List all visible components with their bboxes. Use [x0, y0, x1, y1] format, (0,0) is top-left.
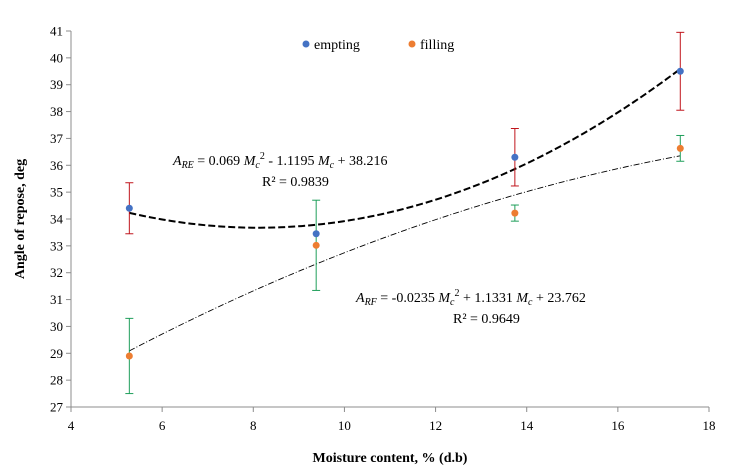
- data-point-empting: [511, 153, 519, 161]
- y-tick-label: 32: [50, 265, 63, 280]
- y-tick-labels: 27 28 29 30 31 32 33 34 35 36 37 38 39 40 41: [50, 24, 71, 415]
- filling-trend-r2: R² = 0.9649: [453, 312, 520, 327]
- x-tick-label: 12: [429, 418, 442, 433]
- trendlines: [129, 68, 681, 352]
- x-axis-title: Moisture content, % (d.b): [313, 451, 468, 466]
- legend: empting filling: [302, 38, 454, 53]
- data-point-filling: [511, 209, 519, 217]
- x-tick-labels: 4 6 8 10 12 14 16 18: [68, 407, 716, 433]
- empting-trend-equation: ARE = 0.069 Mc2 - 1.1195 Mc + 38.216: [172, 151, 388, 171]
- y-tick-label: 28: [50, 373, 63, 388]
- y-tick-label: 39: [50, 77, 63, 92]
- x-tick-label: 14: [520, 418, 534, 433]
- y-tick-label: 37: [50, 131, 64, 146]
- y-tick-label: 27: [50, 400, 64, 415]
- error-bars: [125, 31, 685, 395]
- axes: [70, 31, 709, 408]
- legend-label-filling: filling: [420, 38, 454, 53]
- data-point-empting: [676, 67, 684, 75]
- trendline-filling: [129, 155, 681, 352]
- y-tick-label: 34: [50, 212, 64, 227]
- filling-trend-equation: ARF = -0.0235 Mc2 + 1.1331 Mc + 23.762: [355, 288, 586, 308]
- y-tick-label: 33: [50, 238, 63, 253]
- legend-label-empting: empting: [314, 38, 360, 53]
- data-point-filling: [312, 241, 320, 249]
- y-tick-label: 35: [50, 185, 63, 200]
- y-tick-label: 40: [50, 50, 63, 65]
- data-point-empting: [125, 204, 133, 212]
- legend-marker-empting: [302, 40, 310, 48]
- y-tick-label: 41: [50, 24, 63, 39]
- empting-trend-r2: R² = 0.9839: [262, 175, 329, 190]
- y-tick-label: 29: [50, 346, 63, 361]
- x-tick-label: 16: [611, 418, 625, 433]
- y-tick-label: 31: [50, 292, 63, 307]
- y-tick-label: 38: [50, 104, 63, 119]
- x-tick-label: 6: [159, 418, 166, 433]
- x-tick-label: 18: [703, 418, 716, 433]
- x-tick-label: 8: [250, 418, 257, 433]
- x-tick-label: 10: [338, 418, 351, 433]
- data-points: [125, 67, 684, 360]
- y-tick-label: 36: [50, 158, 64, 173]
- trendline-empting: [129, 68, 681, 229]
- data-point-filling: [676, 144, 684, 152]
- y-tick-label: 30: [50, 319, 63, 334]
- x-tick-label: 4: [68, 418, 75, 433]
- data-point-filling: [125, 352, 133, 360]
- data-point-empting: [312, 230, 320, 238]
- y-axis-title: Angle of repose, deg: [13, 159, 28, 279]
- legend-marker-filling: [408, 40, 416, 48]
